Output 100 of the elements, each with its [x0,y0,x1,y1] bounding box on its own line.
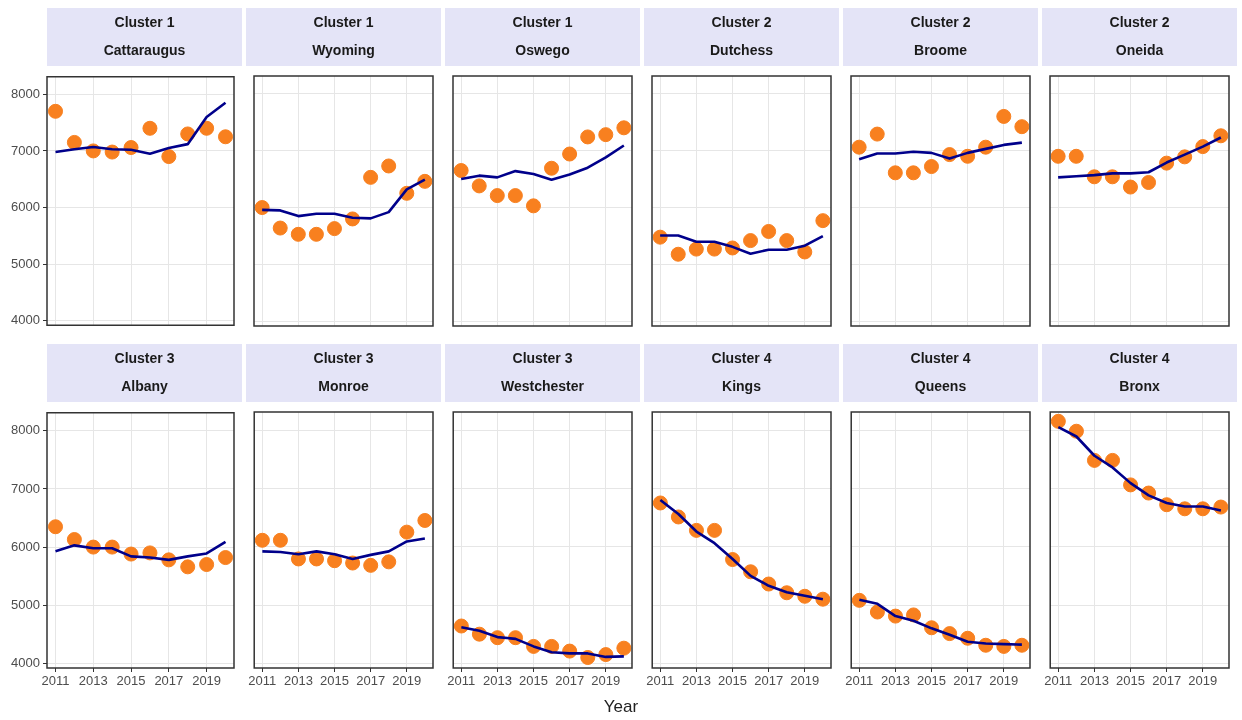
point [272,220,288,236]
point [161,149,177,165]
point [544,160,560,176]
x-tick-label: 2011 [41,673,70,689]
point [779,233,795,249]
x-tick-label: 2017 [953,673,983,689]
point [363,169,379,185]
point [254,200,270,216]
chart-title: Cluster 2 [1108,13,1171,32]
chart-title: Cluster 4 [710,349,773,368]
chart-subtitle: Queens [913,377,968,396]
x-tick-label: 2013 [284,673,313,689]
chart-title: Cluster 2 [710,13,773,32]
point [309,551,325,567]
x-tick-label: 2019 [790,673,820,689]
point [327,553,343,569]
point [48,519,63,535]
point [254,532,270,548]
chart-subtitle: Broome [913,41,968,60]
chart-subtitle: Westchester [500,377,585,396]
point [489,188,505,204]
point [1141,174,1157,190]
chart-title: Cluster 1 [511,13,574,32]
chart-title: Cluster 2 [909,13,972,32]
point [815,213,831,229]
point [1105,452,1121,468]
chart-subtitle: Oswego [514,41,571,60]
x-tick-label: 2015 [1116,673,1146,689]
point [417,512,433,528]
x-tick-label: 2019 [989,673,1019,689]
x-tick-label: 2017 [1152,673,1182,689]
x-tick-label: 2015 [718,673,748,689]
point [399,524,415,540]
point [688,241,704,257]
x-tick-label: 2019 [392,673,422,689]
y-tick-label: 6000 [11,199,40,215]
x-tick-label: 2017 [356,673,386,689]
chart-title: Cluster 1 [312,13,375,32]
y-tick-label: 4000 [11,654,40,670]
y-tick-label: 6000 [11,538,40,554]
point [996,108,1012,124]
point [580,129,596,145]
x-tick-label: 2013 [1080,673,1109,689]
point [869,126,885,142]
y-tick-label: 8000 [11,422,40,438]
point [381,554,397,570]
point [761,223,777,239]
x-tick-label: 2015 [917,673,947,689]
x-tick-label: 2011 [447,673,476,689]
y-tick-label: 5000 [11,255,40,271]
x-tick-label: 2013 [483,673,512,689]
point [1014,119,1030,135]
point [1050,413,1066,429]
point [851,139,867,155]
chart-title: Cluster 3 [511,349,574,368]
point [616,640,632,656]
chart-subtitle: Dutchess [709,41,774,60]
x-tick-label: 2011 [845,673,874,689]
x-tick-label: 2015 [116,673,146,689]
point [48,103,63,119]
point [507,188,523,204]
chart-subtitle: Kings [721,377,762,396]
chart-subtitle: Oneida [1114,41,1165,60]
x-tick-label: 2019 [192,673,222,689]
x-tick-label: 2015 [320,673,350,689]
x-tick-label: 2013 [881,673,910,689]
x-tick-label: 2013 [78,673,108,689]
point [363,557,379,573]
point [290,226,306,242]
point [525,198,541,214]
chart-title: Cluster 3 [312,349,375,368]
chart-subtitle: Albany [120,377,169,396]
point [670,246,686,262]
chart-subtitle: Bronx [1118,377,1161,396]
point [180,559,196,575]
x-tick-label: 2011 [1044,673,1073,689]
y-tick-label: 8000 [11,85,40,101]
point [616,120,632,136]
point [743,233,759,249]
x-tick-label: 2019 [591,673,621,689]
chart-title: Cluster 4 [1108,349,1171,368]
point [1050,148,1066,164]
point [326,221,342,237]
x-tick-label: 2019 [1188,673,1218,689]
point [707,522,723,538]
y-tick-label: 4000 [11,312,40,328]
point [218,550,233,566]
chart-subtitle: Monroe [317,377,370,396]
chart-subtitle: Wyoming [311,41,376,60]
x-tick-label: 2017 [555,673,585,689]
y-tick-label: 5000 [11,596,40,612]
point [1068,148,1084,164]
chart-title: Cluster 1 [113,13,176,32]
y-tick-label: 7000 [11,142,40,158]
point [797,244,813,260]
point [381,158,397,174]
x-axis-title: Year [602,697,640,717]
point [887,165,903,181]
point [869,604,885,620]
point [199,120,215,136]
